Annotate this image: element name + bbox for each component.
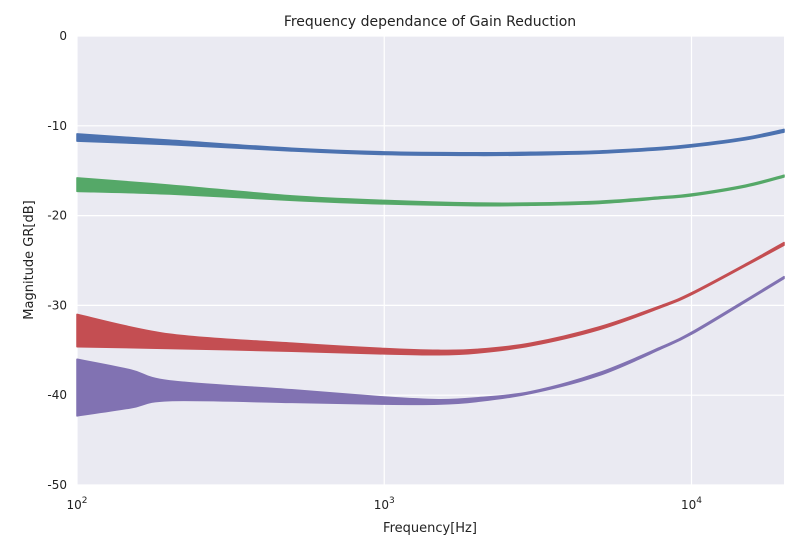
chart-title: Frequency dependance of Gain Reduction [284,14,576,30]
y-tick-label: -20 [47,209,67,223]
series-band-3 [76,241,785,356]
x-axis-label: Frequency[Hz] [383,521,477,536]
series-band-1 [76,128,785,157]
y-tick-label: -10 [47,119,67,133]
y-tick-label: 0 [59,29,67,43]
y-tick-labels: 0 -10 -20 -30 -40 -50 [47,29,67,492]
series-band-4 [76,275,785,417]
plot-area [77,36,784,485]
series-group [76,128,785,417]
y-tick-label: -40 [47,388,67,402]
series-band-2 [76,174,785,207]
y-tick-label: -30 [47,298,67,312]
x-tick-label: 104 [681,496,702,512]
x-tick-labels: 102 103 104 [66,496,702,512]
y-axis-label: Magnitude GR[dB] [22,200,37,319]
x-tick-label: 102 [66,496,87,512]
y-tick-label: -50 [47,478,67,492]
x-tick-label: 103 [374,496,395,512]
